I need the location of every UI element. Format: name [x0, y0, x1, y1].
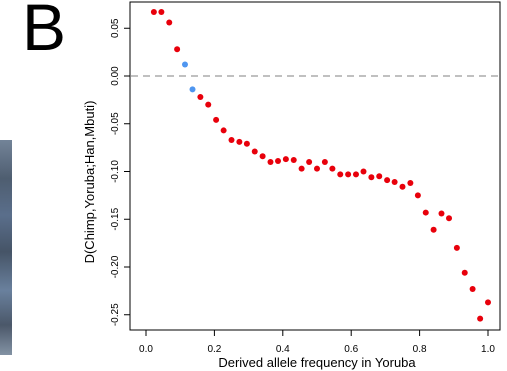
data-point: [181, 61, 188, 68]
data-point: [453, 244, 460, 251]
data-point: [360, 168, 367, 175]
data-point: [213, 116, 220, 123]
data-point: [243, 140, 250, 147]
data-point: [205, 101, 212, 108]
data-point: [368, 174, 375, 181]
data-point: [174, 46, 181, 53]
x-tick-label: 0.0: [139, 344, 153, 355]
data-point: [461, 269, 468, 276]
plot-frame: [129, 1, 501, 331]
y-tick-label: -0.25: [110, 303, 121, 326]
data-point: [298, 165, 305, 172]
plot-area: [131, 9, 499, 322]
data-point: [407, 179, 414, 186]
data-point: [391, 179, 398, 186]
data-point: [430, 226, 437, 233]
data-point: [485, 299, 491, 306]
data-point: [197, 94, 204, 101]
data-point: [290, 157, 297, 164]
data-point: [259, 153, 266, 160]
data-point: [446, 215, 453, 222]
data-point: [337, 171, 344, 178]
data-point: [220, 127, 227, 134]
data-point: [329, 165, 336, 172]
data-point: [477, 315, 484, 322]
data-point: [282, 156, 289, 163]
x-tick-label: 1.0: [481, 344, 495, 355]
data-point: [236, 138, 243, 145]
y-tick-label: -0.10: [110, 160, 121, 183]
data-point: [314, 165, 320, 172]
data-point: [321, 158, 328, 165]
data-point: [189, 86, 196, 93]
data-point: [150, 9, 157, 16]
data-point: [158, 9, 165, 16]
data-point: [275, 157, 282, 164]
data-point: [251, 148, 258, 155]
data-point: [376, 173, 383, 180]
axes: 0.0 0.2 0.4 0.6 0.8 1.0 -0.25 -0.20 -0.15 -0.10 -0…: [110, 1, 501, 355]
x-tick-label: 0.4: [276, 344, 290, 355]
y-tick-label: -0.15: [110, 207, 121, 230]
data-point: [166, 19, 173, 26]
x-axis-label: Derived allele frequency in Yoruba: [218, 355, 416, 370]
y-tick-label: -0.20: [110, 255, 121, 278]
data-point: [414, 192, 421, 199]
data-point: [384, 177, 391, 184]
x-tick-label: 0.2: [207, 344, 221, 355]
data-point: [352, 171, 359, 178]
panel-label: B: [22, 0, 67, 64]
data-point: [422, 209, 429, 216]
data-point: [228, 136, 235, 143]
x-tick-label: 0.6: [344, 344, 358, 355]
data-point: [438, 210, 445, 217]
data-point: [399, 183, 406, 190]
y-axis-label: D(Chimp,Yoruba;Han,Mbuti): [82, 101, 97, 264]
data-point: [306, 158, 313, 165]
data-point: [267, 158, 274, 165]
y-tick-label: 0.00: [110, 66, 121, 86]
y-tick-label: 0.05: [110, 18, 121, 38]
x-tick-label: 0.8: [413, 344, 427, 355]
y-tick-label: -0.05: [110, 112, 121, 135]
data-point: [345, 171, 352, 178]
data-point: [469, 285, 476, 292]
cropped-image-edge: [0, 140, 12, 355]
